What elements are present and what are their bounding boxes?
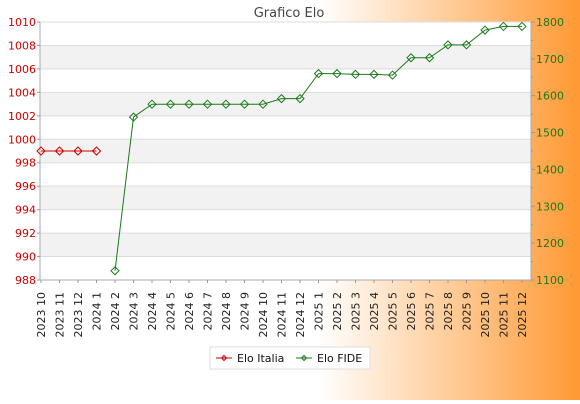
x-tick-label: 2023 11 (54, 292, 67, 338)
y-tick-label-left: 994 (15, 204, 36, 217)
legend-label: Elo Italia (237, 352, 284, 365)
x-tick-label: 2025 9 (461, 292, 474, 331)
data-point (276, 93, 287, 104)
y-tick-label-left: 998 (15, 157, 36, 170)
grid-band (40, 139, 531, 163)
data-point (202, 99, 213, 109)
x-tick-label: 2024 9 (239, 292, 252, 331)
data-point (461, 40, 472, 50)
x-tick-label: 2024 7 (202, 292, 215, 331)
x-tick-label: 2025 5 (387, 292, 400, 331)
y-tick-label-right: 1400 (536, 163, 564, 176)
y-tick-label-left: 1008 (8, 39, 36, 52)
data-point (498, 21, 509, 32)
data-point (387, 70, 398, 80)
x-tick-label: 2025 1 (313, 292, 326, 331)
data-point (443, 40, 453, 50)
x-tick-label: 2024 4 (146, 292, 159, 331)
x-tick-label: 2025 4 (368, 292, 381, 331)
y-tick-label-right: 1600 (536, 90, 564, 103)
grid-band (40, 45, 531, 69)
x-tick-label: 2025 8 (442, 292, 455, 331)
y-tick-label-right: 1500 (536, 127, 564, 140)
x-tick-label: 2025 12 (516, 292, 529, 338)
data-point (424, 53, 435, 63)
data-point (91, 146, 102, 156)
data-point (110, 266, 120, 276)
x-tick-label: 2025 6 (405, 292, 418, 331)
data-point (406, 53, 416, 63)
x-tick-label: 2023 12 (72, 292, 85, 338)
data-point (480, 25, 490, 35)
x-tick-label: 2023 10 (35, 292, 48, 338)
x-tick-label: 2024 3 (128, 292, 141, 331)
y-tick-label-right: 1200 (536, 237, 564, 250)
data-point (369, 69, 379, 80)
data-point (147, 99, 157, 109)
y-tick-label-left: 992 (15, 227, 36, 240)
y-tick-label-left: 996 (15, 180, 36, 193)
x-tick-label: 2024 10 (257, 292, 270, 338)
data-point (295, 93, 305, 104)
chart-title: Grafico Elo (254, 6, 325, 21)
data-point (36, 146, 46, 156)
legend (209, 346, 371, 370)
data-point (517, 21, 527, 32)
legend-label: Elo FIDE (317, 352, 362, 365)
y-tick-label-right: 1100 (536, 274, 564, 287)
x-tick-label: 2024 2 (109, 292, 122, 331)
legend-swatch-marker (300, 354, 308, 362)
x-tick-label: 2024 11 (276, 292, 289, 338)
data-point (165, 99, 176, 109)
data-point (313, 68, 324, 79)
y-tick-label-left: 988 (15, 274, 36, 287)
y-tick-label-left: 990 (15, 251, 36, 264)
data-point (239, 99, 250, 109)
data-point (184, 99, 194, 109)
x-tick-label: 2024 8 (220, 292, 233, 331)
y-tick-label-left: 1010 (8, 16, 36, 29)
data-point (332, 68, 342, 79)
x-tick-label: 2025 3 (350, 292, 363, 331)
data-point (221, 99, 231, 109)
x-tick-label: 2025 10 (479, 292, 492, 338)
data-point (54, 146, 65, 156)
x-tick-label: 2025 2 (331, 292, 344, 331)
series-line-1 (114, 25, 522, 271)
y-tick-label-right: 1300 (536, 200, 564, 213)
legend-swatch-marker (220, 354, 228, 362)
x-tick-label: 2024 1 (91, 292, 104, 331)
data-point (350, 69, 361, 80)
grid-band (40, 186, 531, 210)
data-point (128, 112, 139, 122)
y-tick-label-right: 1800 (536, 16, 564, 29)
y-tick-label-left: 1002 (8, 110, 36, 123)
grid-band (40, 233, 531, 257)
data-point (258, 99, 268, 109)
y-tick-label-right: 1700 (536, 53, 564, 66)
data-point (73, 146, 83, 156)
y-tick-label-left: 1004 (8, 86, 36, 99)
x-tick-label: 2024 5 (165, 292, 178, 331)
y-tick-label-left: 1000 (8, 133, 36, 146)
y-tick-label-left: 1006 (8, 63, 36, 76)
grid-band (40, 92, 531, 116)
x-tick-label: 2025 11 (498, 292, 511, 338)
x-tick-label: 2025 7 (424, 292, 437, 331)
x-tick-label: 2024 6 (183, 292, 196, 331)
x-tick-label: 2024 12 (294, 292, 307, 338)
